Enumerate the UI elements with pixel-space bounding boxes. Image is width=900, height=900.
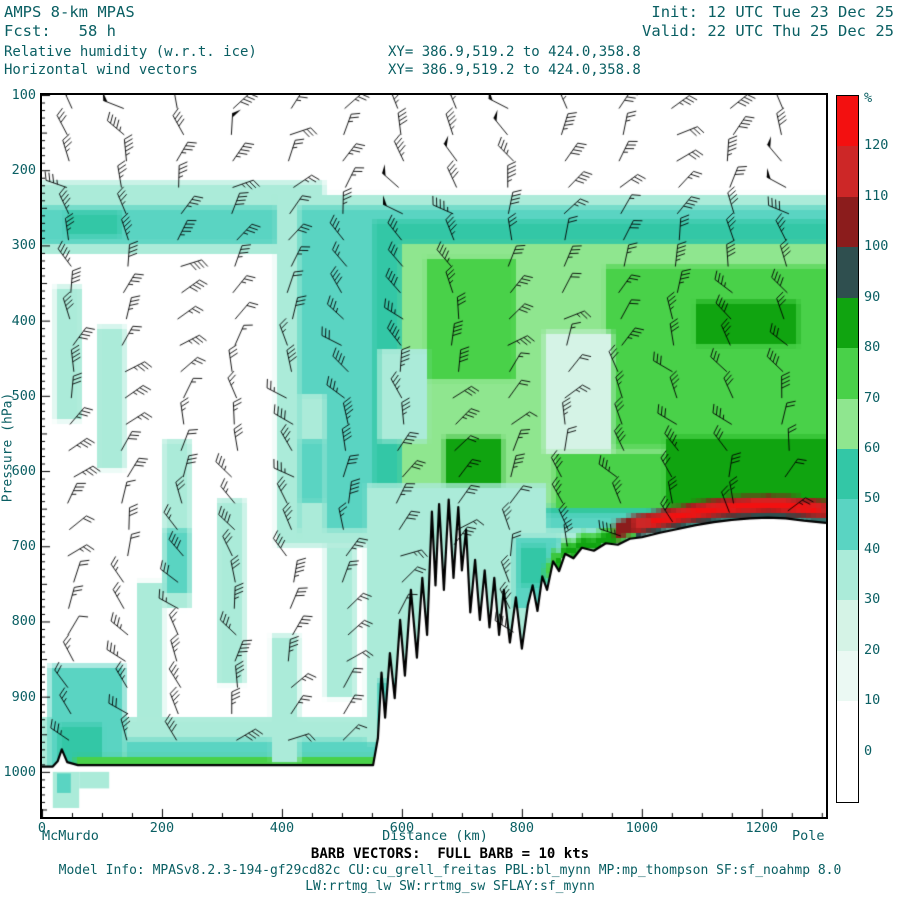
- colorbar-tick-label: 20: [864, 641, 881, 658]
- colorbar-segment: [837, 549, 858, 601]
- colorbar-tick-label: 60: [864, 440, 881, 456]
- model-info-line-2: LW:rrtmg_lw SW:rrtmg_sw SFLAY:sf_mynn: [305, 879, 595, 894]
- colorbar-tick-label: 70: [864, 389, 881, 406]
- colorbar-tick-label: 30: [864, 591, 881, 608]
- colorbar-segment: [837, 146, 858, 197]
- colorbar-segment: [837, 751, 858, 802]
- colorbar-tick-label: 50: [864, 490, 881, 507]
- model-info-line-1: Model Info: MPASv8.2.3-194-gf29cd82c CU:…: [58, 863, 842, 878]
- x-axis-right-endpoint: Pole: [792, 828, 825, 844]
- valid-time: Valid: 22 UTC Thu 25 Dec 25: [642, 22, 894, 40]
- model-title: AMPS 8-km MPAS: [4, 3, 135, 21]
- y-tick-label: 400: [11, 312, 36, 329]
- barb-legend: BARB VECTORS: FULL BARB = 10 kts: [310, 846, 590, 862]
- colorbar-tick-label: 80: [864, 339, 881, 356]
- x-axis-left-endpoint: McMurdo: [42, 828, 99, 844]
- colorbar-segment: [837, 96, 858, 147]
- colorbar-segment: [837, 449, 858, 500]
- colorbar-tick-label: 110: [864, 187, 889, 204]
- x-tick-label: 800: [509, 820, 535, 836]
- colorbar-tick-label: 120: [864, 137, 889, 154]
- y-tick-label: 100: [11, 87, 36, 103]
- y-tick-label: 800: [11, 613, 36, 630]
- colorbar-segment: [837, 701, 858, 752]
- y-tick-label: 600: [11, 463, 36, 480]
- colorbar-tick-label: 0: [864, 742, 873, 759]
- x-tick-label: 400: [269, 820, 295, 836]
- colorbar-tick-label: 100: [864, 238, 889, 255]
- init-time: Init: 12 UTC Tue 23 Dec 25: [651, 3, 894, 21]
- xy-window-2: XY= 386.9,519.2 to 424.0,358.8: [388, 62, 641, 78]
- colorbar-segment: [837, 348, 858, 399]
- field-label-2: Horizontal wind vectors: [4, 62, 198, 78]
- xy-window-1: XY= 386.9,519.2 to 424.0,358.8: [388, 44, 641, 60]
- colorbar-tick-label: 10: [864, 692, 881, 709]
- colorbar-segment: [837, 196, 858, 248]
- field-label-1: Relative humidity (w.r.t. ice): [4, 44, 257, 60]
- y-tick-label: 300: [11, 237, 36, 254]
- x-axis-title: Distance (km): [382, 828, 488, 844]
- colorbar-segment: [837, 650, 858, 702]
- x-tick-label: 1200: [745, 820, 779, 836]
- x-tick-label: 200: [149, 820, 175, 836]
- y-tick-label: 500: [11, 387, 36, 404]
- colorbar-segment: [837, 297, 858, 349]
- y-tick-label: 1000: [3, 763, 36, 780]
- colorbar-segment: [837, 499, 858, 550]
- y-tick-label: 200: [11, 162, 36, 179]
- colorbar-tick-label: 90: [864, 288, 881, 305]
- colorbar-units: %: [864, 90, 873, 106]
- cross-section-plot: [42, 95, 826, 817]
- colorbar-segment: [837, 600, 858, 651]
- x-tick-label: 0: [37, 820, 47, 836]
- y-tick-label: 700: [11, 538, 36, 555]
- x-tick-label: 1000: [625, 820, 659, 836]
- colorbar-segment: [837, 247, 858, 298]
- colorbar-segment: [837, 398, 858, 449]
- forecast-hour: Fcst: 58 h: [4, 22, 116, 40]
- y-tick-label: 900: [11, 688, 36, 705]
- x-tick-label: 600: [389, 820, 415, 836]
- colorbar: [836, 95, 859, 803]
- colorbar-tick-label: 40: [864, 540, 881, 557]
